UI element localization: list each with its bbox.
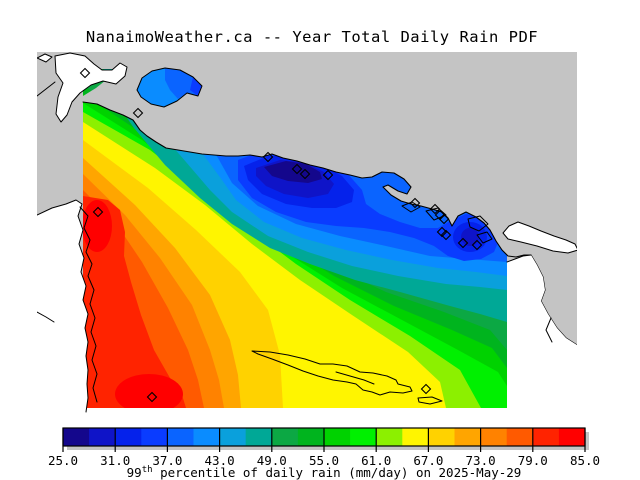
station-marker xyxy=(438,213,450,225)
colorbar-segment xyxy=(428,428,455,446)
mainland-coast-stroke xyxy=(506,254,532,263)
colorbar-segment xyxy=(480,428,508,446)
colorbar-tick-label: 37.0 xyxy=(152,453,182,468)
station-marker xyxy=(429,203,441,215)
station-marker xyxy=(299,168,311,180)
station-markers xyxy=(79,67,483,403)
station-marker xyxy=(409,197,421,209)
island-fill-darker xyxy=(190,77,202,96)
colorbar-segment xyxy=(141,428,168,446)
left-coastline xyxy=(37,199,89,413)
colorbar-segment xyxy=(297,428,325,446)
contour-min-core xyxy=(264,161,322,183)
map-plot-area xyxy=(37,52,577,415)
island-chain-outline xyxy=(417,396,443,405)
colorbar-segment xyxy=(532,428,560,446)
station-marker xyxy=(291,163,303,175)
colorbar-ticks xyxy=(62,428,586,452)
colorbar-tick-label: 43.0 xyxy=(205,453,235,468)
offshore-island xyxy=(136,67,203,108)
harbour-islands xyxy=(401,201,493,244)
main-coastline xyxy=(82,101,577,346)
contour-max-core xyxy=(115,374,183,408)
station-marker xyxy=(420,383,432,395)
plot-title: NanaimoWeather.ca -- Year Total Daily Ra… xyxy=(86,28,538,46)
island-interior-left xyxy=(37,200,88,415)
station-marker xyxy=(457,237,469,249)
station-marker xyxy=(440,229,452,241)
colorbar-tick-label: 31.0 xyxy=(100,453,130,468)
land-outside-grid xyxy=(37,52,577,415)
colorbar: 25.0 31.0 37.0 43.0 49.0 55.0 61.0 67.0 73.0 79.0… xyxy=(48,427,600,480)
colorbar-tick-label: 61.0 xyxy=(361,453,391,468)
station-marker xyxy=(322,169,334,181)
stray-coast-line xyxy=(37,311,55,323)
gulf-island-chain xyxy=(251,350,443,405)
harbour-island xyxy=(467,215,489,232)
south-margin xyxy=(83,408,507,415)
colorbar-tick-labels: 25.0 31.0 37.0 43.0 49.0 55.0 61.0 67.0 73.0 79.0… xyxy=(48,453,600,468)
peninsula-top-left xyxy=(54,52,128,123)
mainland-southeast xyxy=(507,255,577,415)
colorbar-segment xyxy=(324,428,351,446)
contour-band xyxy=(83,196,186,408)
colorbar-segment xyxy=(89,428,116,446)
station-marker xyxy=(132,107,144,119)
colorbar-tick-label: 67.0 xyxy=(413,453,443,468)
colorbar-segment xyxy=(245,428,273,446)
colorbar-segment xyxy=(506,428,534,446)
colorbar-segments xyxy=(63,428,586,446)
colorbar-tick-label: 79.0 xyxy=(518,453,548,468)
station-marker xyxy=(262,151,274,163)
station-marker xyxy=(471,239,483,251)
contour-max-core xyxy=(83,200,112,252)
colorbar-segment xyxy=(115,428,142,446)
colorbar-tick-label: 55.0 xyxy=(309,453,339,468)
station-marker xyxy=(79,67,91,79)
island-outline xyxy=(136,67,203,108)
island-chain-fork xyxy=(335,371,375,385)
colorbar-segment xyxy=(376,428,403,446)
harbour-island xyxy=(401,201,421,213)
station-marker xyxy=(92,206,104,218)
colorbar-segment xyxy=(63,428,90,446)
colorbar-tick-label: 49.0 xyxy=(257,453,287,468)
mainland-inlet xyxy=(545,317,553,343)
harbour-island xyxy=(425,207,447,221)
colorbar-tick-label: 85.0 xyxy=(570,453,600,468)
islet-top-left xyxy=(37,53,53,63)
island-chain-outline xyxy=(251,350,413,396)
colorbar-segment xyxy=(271,428,299,446)
coast-fragment xyxy=(37,81,56,97)
colorbar-segment xyxy=(558,428,586,446)
left-river-line xyxy=(79,206,98,403)
long-island-right xyxy=(502,221,577,254)
colorbar-segment xyxy=(219,428,247,446)
station-marker xyxy=(146,391,158,403)
colorbar-segment xyxy=(193,428,221,446)
colorbar-segment xyxy=(167,428,194,446)
harbour-island xyxy=(476,231,493,244)
colorbar-tick-label: 73.0 xyxy=(466,453,496,468)
colorbar-tick-label: 25.0 xyxy=(48,453,78,468)
colorbar-segment xyxy=(350,428,377,446)
strait-water xyxy=(83,52,577,345)
colorbar-caption: 99th percentile of daily rain (mm/day) o… xyxy=(127,465,522,480)
colorbar-segment xyxy=(454,428,482,446)
contour-min-core xyxy=(461,228,479,246)
colorbar-segment xyxy=(402,428,429,446)
station-marker xyxy=(436,226,448,238)
